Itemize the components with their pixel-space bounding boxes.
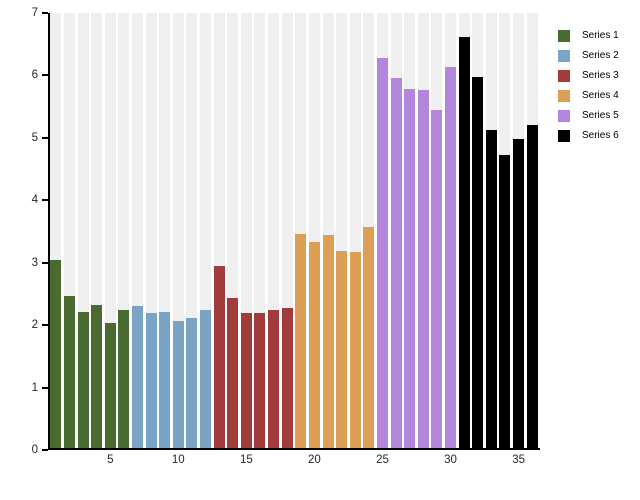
y-tick-label: 1 xyxy=(31,381,38,394)
bar-series-6-x32 xyxy=(472,76,484,450)
bar-series-1-x5 xyxy=(104,323,116,450)
background-band xyxy=(268,13,280,450)
bar-series-5-x27 xyxy=(404,88,416,450)
plot-area xyxy=(49,13,539,450)
legend-label: Series 2 xyxy=(582,50,619,61)
x-tick-label: 25 xyxy=(376,454,389,466)
bar-series-3-x16 xyxy=(254,313,266,450)
bar-series-1-x3 xyxy=(77,312,89,450)
bar-series-3-x13 xyxy=(213,265,225,450)
background-band xyxy=(131,13,143,450)
bar-series-2-x8 xyxy=(145,313,157,450)
background-band xyxy=(159,13,171,450)
y-tick-label: 5 xyxy=(31,131,38,144)
background-band xyxy=(104,13,116,450)
legend-swatch-icon xyxy=(558,70,570,82)
bar-series-3-x18 xyxy=(281,307,293,450)
x-tick-label: 15 xyxy=(239,454,253,466)
bar-series-3-x17 xyxy=(268,310,280,450)
background-band xyxy=(213,13,225,450)
bar-series-6-x35 xyxy=(513,138,525,450)
y-tick-label: 2 xyxy=(31,319,38,332)
y-tick-mark xyxy=(42,324,48,327)
x-tick-label: 20 xyxy=(307,454,321,466)
bar-series-6-x34 xyxy=(499,155,511,450)
bar-series-4-x19 xyxy=(295,234,307,450)
background-band xyxy=(200,13,212,450)
bar-series-2-x9 xyxy=(159,312,171,450)
x-tick-label: 30 xyxy=(444,454,457,466)
y-tick-mark xyxy=(42,12,48,14)
y-tick-label: 7 xyxy=(31,7,38,19)
background-band xyxy=(63,13,75,450)
background-band xyxy=(308,13,320,450)
background-band xyxy=(254,13,266,450)
background-band xyxy=(336,13,348,450)
bar-series-4-x23 xyxy=(349,252,361,450)
x-axis xyxy=(48,448,540,450)
bar-series-3-x15 xyxy=(240,312,252,450)
background-band xyxy=(295,13,307,450)
x-tick-label: 35 xyxy=(512,454,525,466)
bar-series-1-x6 xyxy=(118,310,130,450)
y-tick-label: 3 xyxy=(31,256,38,269)
x-tick-label: 5 xyxy=(107,454,114,466)
y-tick-mark xyxy=(42,136,48,139)
y-tick-mark xyxy=(42,386,48,389)
bar-series-4-x20 xyxy=(308,242,320,450)
y-tick-mark xyxy=(42,261,48,264)
legend-swatch-icon xyxy=(558,50,570,62)
legend-label: Series 3 xyxy=(582,70,619,81)
y-tick-label: 6 xyxy=(31,69,38,82)
bar-series-6-x36 xyxy=(526,124,538,450)
bar-series-5-x25 xyxy=(376,57,388,450)
background-band xyxy=(281,13,293,450)
background-band xyxy=(322,13,334,450)
background-band xyxy=(172,13,184,450)
background-band xyxy=(349,13,361,450)
bar-series-4-x24 xyxy=(363,227,375,450)
bar-series-2-x7 xyxy=(131,305,143,450)
bar-series-5-x26 xyxy=(390,77,402,450)
bar-series-6-x33 xyxy=(485,130,497,450)
bar-series-4-x22 xyxy=(336,250,348,450)
bar-series-1-x1 xyxy=(50,259,62,450)
legend-label: Series 1 xyxy=(582,30,619,41)
background-band xyxy=(118,13,130,450)
bar-series-2-x12 xyxy=(200,310,212,450)
bar-series-5-x28 xyxy=(417,89,429,450)
legend-label: Series 6 xyxy=(582,130,619,141)
x-tick-label: 10 xyxy=(171,454,185,466)
bar-series-1-x4 xyxy=(91,305,103,450)
background-band xyxy=(50,13,62,450)
background-band xyxy=(186,13,198,450)
bar-series-1-x2 xyxy=(63,295,75,450)
background-band xyxy=(91,13,103,450)
bar-series-4-x21 xyxy=(322,234,334,450)
background-band xyxy=(145,13,157,450)
y-tick-mark xyxy=(42,74,48,77)
background-band xyxy=(77,13,89,450)
legend-label: Series 4 xyxy=(582,90,619,101)
bar-series-3-x14 xyxy=(227,298,239,450)
legend-swatch-icon xyxy=(558,30,570,42)
bar-series-6-x31 xyxy=(458,37,470,450)
legend-label: Series 5 xyxy=(582,110,619,121)
bar-series-5-x29 xyxy=(431,110,443,450)
legend-swatch-icon xyxy=(558,130,570,142)
background-band xyxy=(240,13,252,450)
background-band xyxy=(227,13,239,450)
legend-swatch-icon xyxy=(558,90,570,102)
bar-series-2-x10 xyxy=(172,320,184,450)
y-tick-label: 4 xyxy=(31,194,38,207)
y-tick-mark xyxy=(42,199,48,202)
y-axis xyxy=(48,13,50,450)
bar-series-2-x11 xyxy=(186,318,198,450)
y-tick-label: 0 xyxy=(31,444,38,456)
y-tick-mark xyxy=(42,449,48,451)
legend-swatch-icon xyxy=(558,110,570,122)
bar-series-5-x30 xyxy=(445,66,457,450)
